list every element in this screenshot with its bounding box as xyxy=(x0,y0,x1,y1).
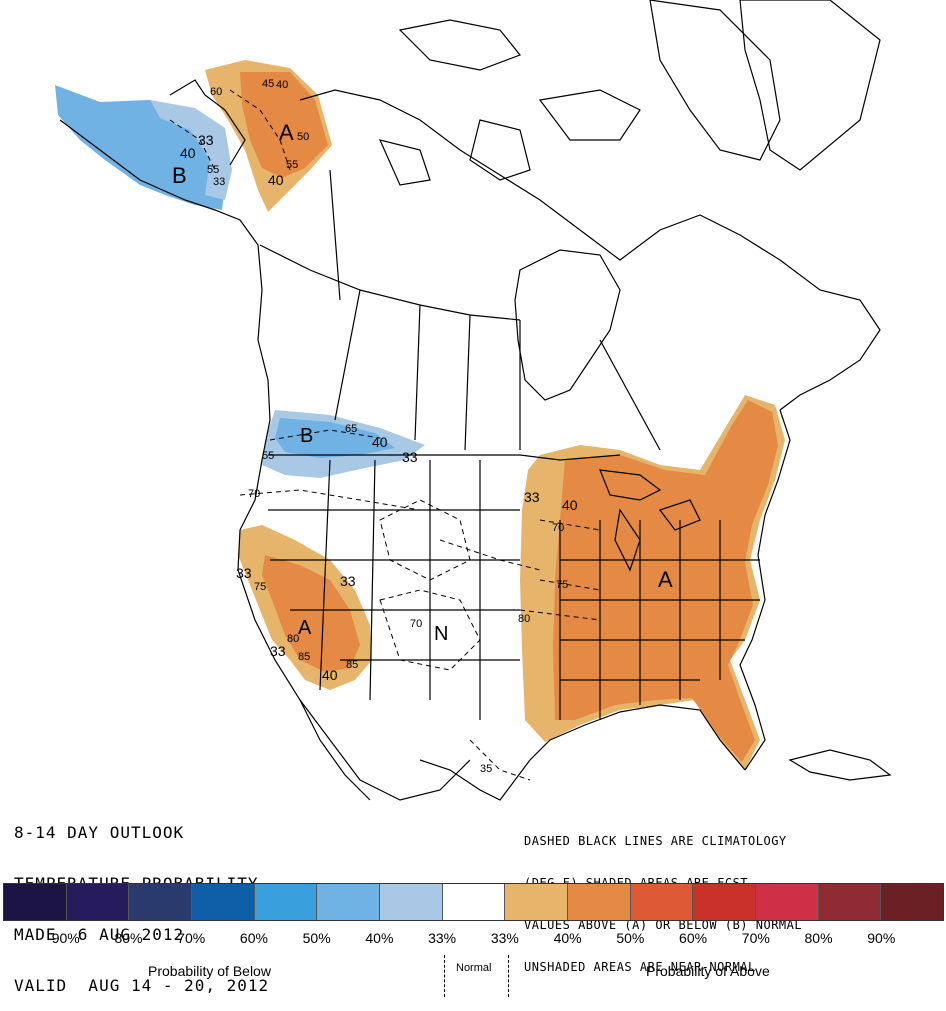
label-sw-33c: 33 xyxy=(270,643,286,659)
label-pnw-33: 33 xyxy=(402,449,418,465)
label-pnw-65: 65 xyxy=(345,423,357,435)
label-sw-75: 75 xyxy=(254,581,266,593)
legend-swatch xyxy=(442,884,506,920)
legend-percent-label: 80% xyxy=(114,930,143,946)
category-southwest: A xyxy=(298,617,312,639)
legend-percent-label: 33% xyxy=(428,930,457,946)
label-e-40: 40 xyxy=(562,497,578,513)
legend-swatch xyxy=(66,884,130,920)
label-ak-b-33: 33 xyxy=(198,132,214,148)
legend-swatch xyxy=(693,884,757,920)
legend-percent-label: 40% xyxy=(553,930,582,946)
category-pacific-northwest: B xyxy=(300,425,313,447)
legend-percent-label: 50% xyxy=(302,930,331,946)
legend-swatch xyxy=(818,884,882,920)
outlook-title: 8-14 DAY OUTLOOK xyxy=(14,823,185,842)
legend-percent-label: 70% xyxy=(177,930,206,946)
legend-percent-label: 60% xyxy=(239,930,268,946)
label-e-80: 80 xyxy=(518,613,530,625)
label-ak-b-33b: 33 xyxy=(213,176,225,188)
category-eastern-us: A xyxy=(658,567,673,592)
area-below-alaska-inner xyxy=(150,100,232,200)
legend-swatch xyxy=(317,884,381,920)
label-sw-80: 80 xyxy=(287,633,299,645)
legend-swatch xyxy=(380,884,443,920)
legend-swatch xyxy=(4,884,67,920)
outlook-map: B A B A N A 33 40 55 33 60 45 40 50 55 4… xyxy=(55,0,892,801)
label-pnw-55: 55 xyxy=(262,450,274,462)
label-ak-a-40: 40 xyxy=(276,79,288,91)
legend-percent-label: 90% xyxy=(51,930,80,946)
label-ak-a-55: 55 xyxy=(286,159,298,171)
label-sw-33b: 33 xyxy=(340,573,356,589)
area-above-sw-inner xyxy=(262,555,360,672)
category-new-mexico: N xyxy=(434,623,448,645)
note-line-1: DASHED BLACK LINES ARE CLIMATOLOGY xyxy=(524,834,787,848)
category-alaska-west: B xyxy=(172,163,187,188)
legend-swatch xyxy=(129,884,193,920)
label-ak-b-55: 55 xyxy=(207,164,219,176)
legend-divider-right xyxy=(508,955,509,997)
label-ak-a-40b: 40 xyxy=(268,172,284,188)
legend-percent-label: 70% xyxy=(741,930,770,946)
probability-legend-bar xyxy=(3,883,944,921)
label-ak-a-45: 45 xyxy=(262,78,274,90)
label-clim-35: 35 xyxy=(480,763,492,775)
area-above-east-inner xyxy=(553,400,778,762)
legend-swatch xyxy=(881,884,944,920)
label-clim-70w: 70 xyxy=(248,488,260,500)
legend-percent-label: 50% xyxy=(616,930,645,946)
label-sw-33a: 33 xyxy=(236,565,252,581)
label-sw-85a: 85 xyxy=(298,651,310,663)
label-sw-85b: 85 xyxy=(346,659,358,671)
label-clim-70nm: 70 xyxy=(410,618,422,630)
outlook-valid-range: VALID AUG 14 - 20, 2012 xyxy=(14,976,270,995)
label-e-70: 70 xyxy=(552,522,564,534)
legend-swatch xyxy=(192,884,255,920)
legend-percent-label: 90% xyxy=(867,930,896,946)
legend-percent-label: 60% xyxy=(679,930,708,946)
legend-normal-caption: Normal xyxy=(456,962,492,974)
legend-below-caption: Probability of Below xyxy=(148,963,271,979)
label-ak-b-40: 40 xyxy=(180,145,196,161)
legend-divider-left xyxy=(444,955,445,997)
map-boundaries xyxy=(59,0,892,801)
category-alaska-east: A xyxy=(279,120,294,145)
legend-percent-label: 40% xyxy=(365,930,394,946)
label-ak-a-50: 50 xyxy=(297,131,309,143)
note-line-3: VALUES ABOVE (A) OR BELOW (B) NORMAL xyxy=(524,918,803,932)
area-below-pnw-inner xyxy=(275,418,395,458)
label-e-75: 75 xyxy=(556,579,568,591)
legend-above-caption: Probability of Above xyxy=(646,963,770,979)
label-e-33: 33 xyxy=(524,489,540,505)
legend-swatch xyxy=(630,884,694,920)
outlook-made-date: MADE 6 AUG 2012 xyxy=(14,925,185,944)
legend-percent-label: 33% xyxy=(490,930,519,946)
climatology-lines xyxy=(169,89,601,781)
legend-swatch xyxy=(505,884,569,920)
label-sw-40: 40 xyxy=(322,667,338,683)
note-line-4: UNSHADED AREAS ARE NEAR-NORMAL xyxy=(524,960,756,974)
legend-percent-label: 80% xyxy=(804,930,833,946)
legend-swatch xyxy=(756,884,819,920)
label-ak-a-60: 60 xyxy=(210,86,222,98)
legend-swatch xyxy=(254,884,318,920)
legend-swatch xyxy=(568,884,631,920)
label-pnw-40: 40 xyxy=(372,434,388,450)
